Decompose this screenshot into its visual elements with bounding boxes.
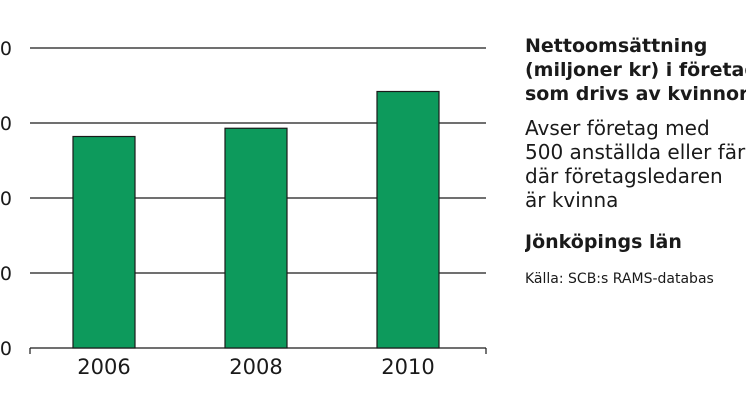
chart-description-panel: Nettoomsättning (miljoner kr) i företag … [525,34,746,288]
chart-title-line: som drivs av kvinnor [525,83,746,105]
x-tick-label: 2008 [229,355,282,379]
description-line: är kvinna [525,188,619,212]
chart-title-line: (miljoner kr) i företag [525,59,746,81]
chart-description: Avser företag med 500 anställda eller fä… [525,116,746,212]
chart-title: Nettoomsättning (miljoner kr) i företag … [525,34,746,106]
source-note: Källa: SCB:s RAMS-databas [525,271,714,287]
bars [72,90,440,349]
chart-title-line: Nettoomsättning [525,35,708,57]
bar-2010 [376,90,440,349]
description-line: där företagsledaren [525,164,723,188]
bar-2008 [224,127,288,349]
y-tick-label: 00 [0,38,12,60]
region-label: Jönköpings län [525,231,682,253]
y-axis-tick-labels: 000000000 [0,38,12,360]
y-tick-label: 00 [0,263,12,285]
x-tick-label: 2010 [381,355,434,379]
y-tick-label: 00 [0,113,12,135]
y-tick-label: 00 [0,188,12,210]
bar-2006 [72,135,136,349]
x-axis-tick-labels: 2006 2008 2010 [77,355,434,379]
x-tick-label: 2006 [77,355,130,379]
y-tick-label: 0 [0,338,12,360]
description-line: 500 anställda eller färre [525,140,746,164]
description-line: Avser företag med [525,116,710,140]
